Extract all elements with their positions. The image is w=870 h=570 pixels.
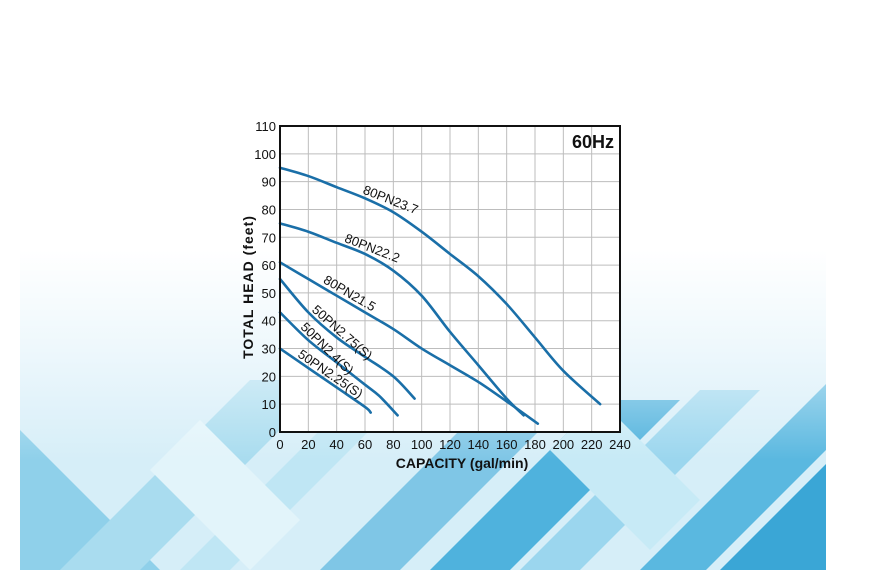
y-tick-label: 40 [262, 314, 276, 329]
y-tick-label: 0 [269, 425, 276, 440]
curve-80pn22-2 [278, 222, 525, 417]
x-tick-label: 80 [386, 437, 400, 452]
y-tick-label: 80 [262, 202, 276, 217]
x-tick-label: 40 [329, 437, 343, 452]
x-tick-label: 20 [301, 437, 315, 452]
y-tick-label: 20 [262, 369, 276, 384]
curve-80pn21-5 [278, 261, 540, 425]
x-tick-label: 140 [467, 437, 489, 452]
x-tick-label: 120 [439, 437, 461, 452]
y-tick-labels: 0 10 20 30 40 50 60 70 80 90 100 110 [254, 119, 276, 440]
y-axis-title: TOTAL HEAD (feet) [240, 215, 256, 359]
y-tick-label: 110 [255, 119, 276, 134]
x-tick-label: 100 [411, 437, 433, 452]
x-tick-label: 220 [581, 437, 603, 452]
y-tick-label: 10 [262, 397, 276, 412]
grid [279, 125, 621, 433]
y-tick-label: 50 [262, 286, 276, 301]
x-tick-label: 60 [358, 437, 372, 452]
x-axis-title: CAPACITY (gal/min) [396, 455, 529, 471]
curve-50pn2-25-s [278, 347, 372, 414]
frequency-badge: 60Hz [572, 132, 614, 152]
x-tick-label: 160 [496, 437, 518, 452]
curve-80pn23-7 [278, 166, 602, 406]
y-tick-label: 100 [254, 147, 276, 162]
y-tick-label: 60 [262, 258, 276, 273]
curve-50pn2-75-s [278, 277, 416, 400]
x-tick-label: 240 [609, 437, 631, 452]
y-tick-label: 30 [262, 342, 276, 357]
x-tick-label: 200 [552, 437, 574, 452]
curves [278, 166, 602, 425]
curve-50pn2-4-s [278, 311, 399, 417]
x-tick-labels: 0 20 40 60 80 100 120 140 160 180 200 220 240 [276, 437, 630, 452]
x-tick-label: 180 [524, 437, 546, 452]
y-tick-label: 90 [262, 175, 276, 190]
plot-frame [279, 125, 621, 433]
x-tick-label: 0 [276, 437, 283, 452]
y-tick-label: 70 [262, 230, 276, 245]
